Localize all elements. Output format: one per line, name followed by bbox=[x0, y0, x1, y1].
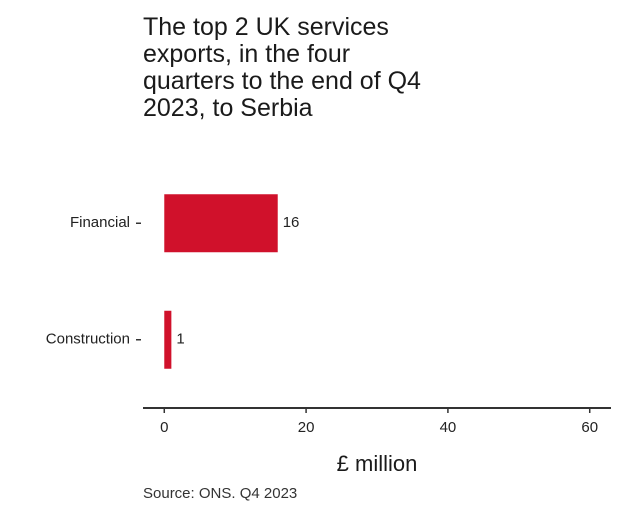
bar-construction bbox=[164, 310, 172, 369]
data-label: 1 bbox=[176, 331, 184, 348]
bars-group bbox=[164, 194, 278, 369]
x-tick-label: 0 bbox=[160, 419, 168, 436]
chart-title-line: The top 2 UK services bbox=[143, 13, 389, 41]
x-ticks-group: 0 20 40 60 bbox=[160, 408, 598, 436]
category-label: Construction bbox=[46, 331, 130, 348]
x-tick-label: 20 bbox=[298, 419, 315, 436]
x-tick-label: 40 bbox=[440, 419, 457, 436]
source-note: Source: ONS. Q4 2023 bbox=[143, 485, 298, 502]
chart-title-line: quarters to the end of Q4 bbox=[143, 67, 421, 95]
chart-title-line: 2023, to Serbia bbox=[143, 94, 313, 122]
chart-title-line: exports, in the four bbox=[143, 40, 351, 68]
x-tick-label: 60 bbox=[581, 419, 598, 436]
category-labels-group: Financial Construction bbox=[46, 214, 141, 348]
chart-title: The top 2 UK services exports, in the fo… bbox=[143, 14, 483, 122]
x-axis-title: £ million bbox=[337, 451, 418, 476]
category-label: Financial bbox=[70, 214, 130, 231]
data-labels-group: 16 1 bbox=[176, 214, 299, 348]
bar-financial bbox=[164, 194, 278, 253]
data-label: 16 bbox=[283, 214, 300, 231]
